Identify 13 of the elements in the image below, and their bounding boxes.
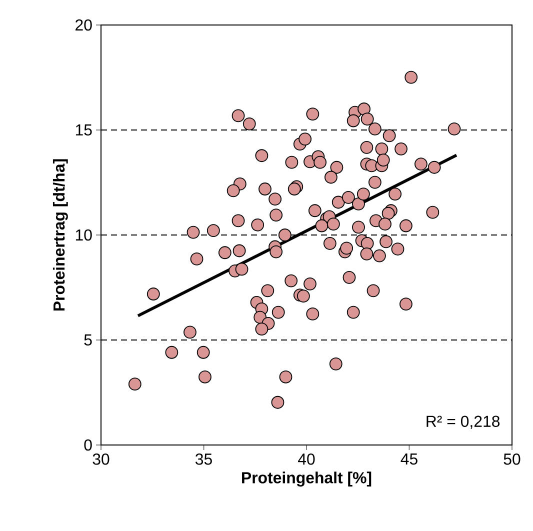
x-tick-label: 30 (92, 454, 110, 465)
x-axis-title: Proteingehalt [%] (242, 472, 372, 487)
x-tick-label: 50 (504, 454, 520, 465)
annotation: R² = 0,218 (426, 416, 500, 429)
y-tick-label: 20 (76, 19, 92, 31)
x-tick-label: 40 (298, 454, 315, 465)
y-tick-label: 15 (76, 124, 92, 136)
x-tick-label: 35 (195, 454, 212, 465)
y-tick-label: 5 (84, 334, 92, 346)
y-tick-label: 10 (76, 229, 92, 241)
y-axis-title: Proteinertrag [dt/ha] (52, 159, 68, 311)
y-tick-label: 0 (84, 439, 92, 451)
x-tick-label: 45 (400, 454, 418, 465)
